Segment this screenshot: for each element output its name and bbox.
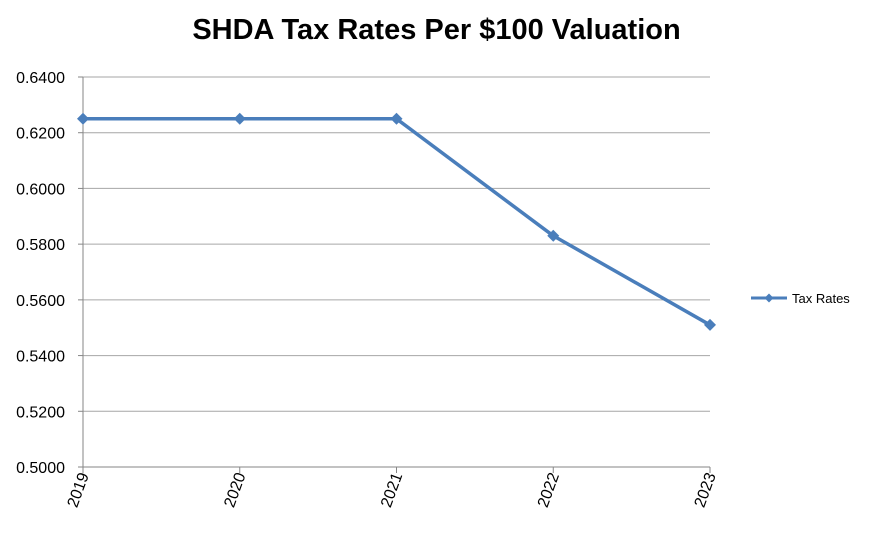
x-tick-label: 2020 (221, 470, 249, 509)
x-tick-label: 2021 (378, 470, 406, 509)
y-tick-label: 0.6400 (16, 70, 65, 87)
y-tick-label: 0.6000 (16, 181, 65, 198)
chart-title: SHDA Tax Rates Per $100 Valuation (192, 14, 681, 46)
data-point (77, 112, 89, 125)
y-tick-label: 0.5400 (16, 349, 65, 366)
y-tick-labels: 0.5000 0.5200 0.5400 0.5600 0.5800 0.6000 0.62… (16, 70, 65, 477)
y-tick-label: 0.5800 (16, 237, 65, 254)
y-tick-label: 0.6200 (16, 126, 65, 143)
data-point (233, 112, 246, 125)
legend-label: Tax Rates (792, 291, 850, 306)
gridlines (83, 76, 710, 412)
x-tick-label: 2022 (535, 470, 563, 509)
x-tick-label: 2019 (65, 470, 93, 509)
data-point (547, 229, 560, 242)
y-tick-label: 0.5000 (16, 460, 65, 477)
axes (78, 76, 711, 473)
legend: Tax Rates (751, 291, 850, 306)
y-tick-label: 0.5600 (16, 293, 65, 310)
x-tick-labels: 2019 2020 2021 2022 2023 (65, 470, 720, 509)
legend-marker (764, 293, 774, 303)
series-group (77, 112, 716, 331)
series-line (83, 117, 711, 327)
data-point (390, 112, 403, 125)
x-tick-label: 2023 (692, 470, 720, 509)
data-point (704, 318, 716, 331)
y-tick-label: 0.5200 (16, 404, 65, 421)
